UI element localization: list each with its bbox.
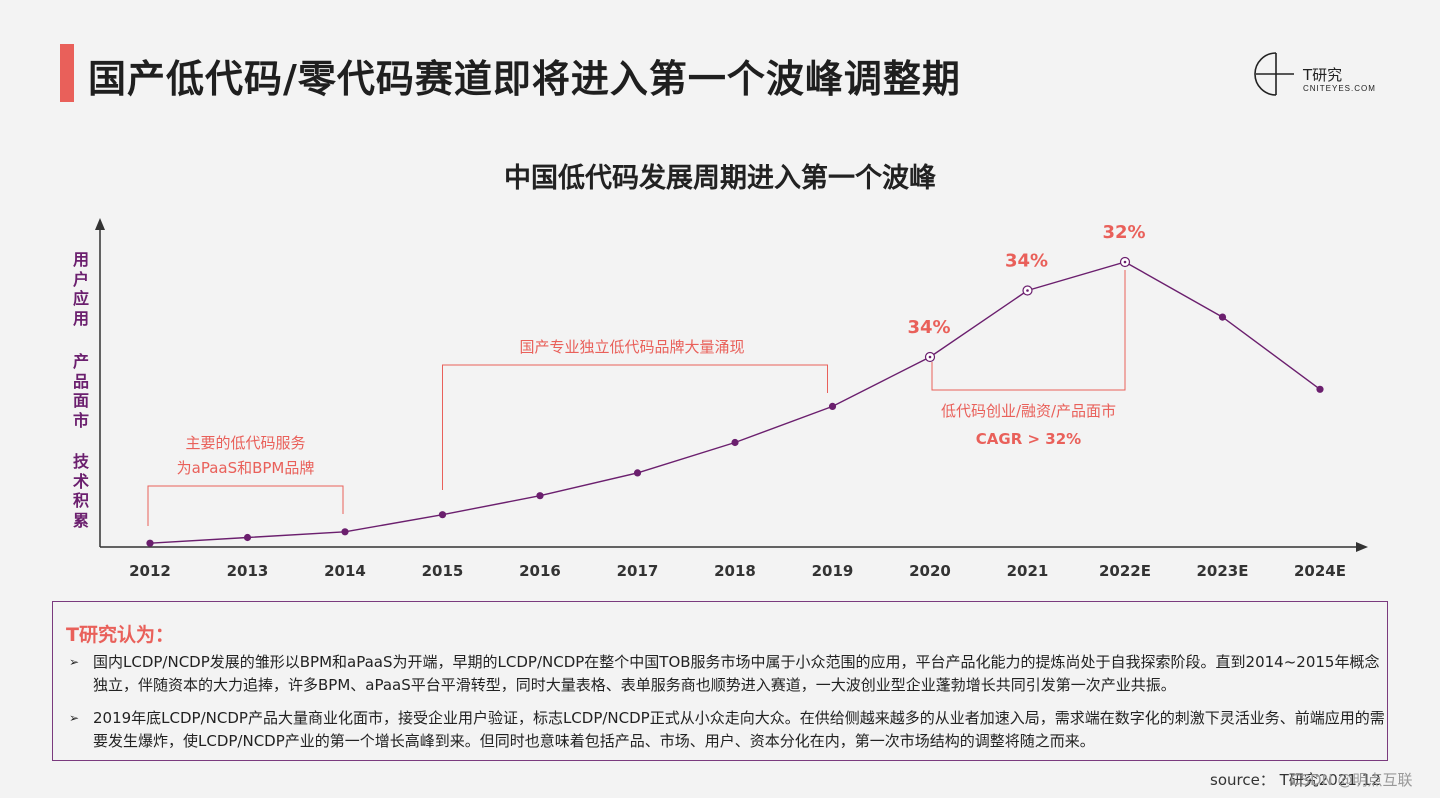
bullet-arrow-icon: ➢ — [69, 655, 80, 669]
growth-label: 34% — [1005, 251, 1048, 272]
x-tick-label: 2022E — [1099, 562, 1151, 580]
title-accent-bar — [60, 44, 74, 102]
data-point — [731, 438, 739, 447]
x-tick-label: 2012 — [129, 562, 171, 580]
series-line — [149, 261, 1321, 544]
insight-box: T研究认为： ➢ 国内LCDP/NCDP发展的雏形以BPM和aPaaS为开端，早… — [52, 601, 1388, 761]
annotation-cagr: CAGR > 32% — [976, 430, 1081, 448]
x-tick-label: 2016 — [519, 562, 561, 580]
annotation-text: 主要的低代码服务 — [185, 434, 305, 452]
annotation-text: 为aPaaS和BPM品牌 — [177, 459, 315, 477]
x-tick-label: 2013 — [227, 562, 269, 580]
data-point — [146, 539, 154, 547]
growth-label: 32% — [1102, 222, 1145, 243]
data-point-center — [1123, 260, 1127, 264]
annotation-text: 国产专业独立低代码品牌大量涌现 — [519, 338, 744, 356]
annotation-text: 低代码创业/融资/产品面市 — [941, 402, 1116, 420]
data-point — [341, 528, 349, 536]
y-label-tech: 技术积累 — [72, 452, 89, 530]
data-point — [438, 511, 447, 519]
x-tick-label: 2019 — [812, 562, 854, 580]
slide-title: 国产低代码/零代码赛道即将进入第一个波峰调整期 — [88, 57, 961, 101]
bracket-annotation — [442, 364, 828, 490]
x-axis-arrow — [1356, 542, 1368, 552]
bullet-arrow-icon: ➢ — [69, 711, 80, 725]
data-point-center — [1026, 289, 1029, 292]
x-tick-label: 2014 — [324, 562, 366, 580]
data-point-center — [928, 355, 932, 359]
data-point — [1316, 385, 1324, 393]
x-tick-label: 2015 — [422, 562, 464, 580]
bracket-annotation — [147, 485, 344, 526]
x-tick-label: 2017 — [617, 562, 659, 580]
data-point — [1218, 313, 1227, 321]
x-tick-label: 2021 — [1007, 562, 1049, 580]
growth-label: 34% — [907, 317, 950, 338]
source-note: source： T研究2021.12 — [1210, 771, 1381, 789]
logo-subtitle: CNITEYES.COM — [1303, 84, 1376, 93]
logo-mark — [1254, 52, 1294, 96]
insight-bullet-text: 2019年底LCDP/NCDP产品大量商业化面市，接受企业用户验证，标志LCDP… — [93, 709, 1385, 750]
data-point — [536, 492, 544, 500]
data-point — [633, 469, 642, 477]
x-tick-label: 2024E — [1294, 562, 1346, 580]
x-tick-label: 2020 — [909, 562, 951, 580]
chart-title: 中国低代码发展周期进入第一个波峰 — [504, 163, 936, 194]
watermark: CSDN @明点互联 — [1290, 771, 1413, 789]
data-point — [243, 533, 252, 542]
logo-name: T研究 — [1303, 66, 1343, 84]
insight-title: T研究认为： — [66, 624, 174, 646]
y-axis-arrow — [95, 218, 105, 230]
data-point — [828, 402, 837, 410]
line-chart: 2012 2013 2014 2015 2016 2017 2018 2019 2020 2021… — [95, 218, 1368, 580]
y-label-product: 产品面市 — [72, 352, 89, 430]
insight-bullet-text: 国内LCDP/NCDP发展的雏形以BPM和aPaaS为开端，早期的LCDP/NC… — [93, 653, 1380, 694]
x-tick-label: 2023E — [1197, 562, 1249, 580]
y-label-user-app: 用户应用 — [72, 250, 89, 328]
bracket-annotation — [931, 270, 1126, 391]
x-tick-label: 2018 — [714, 562, 756, 580]
